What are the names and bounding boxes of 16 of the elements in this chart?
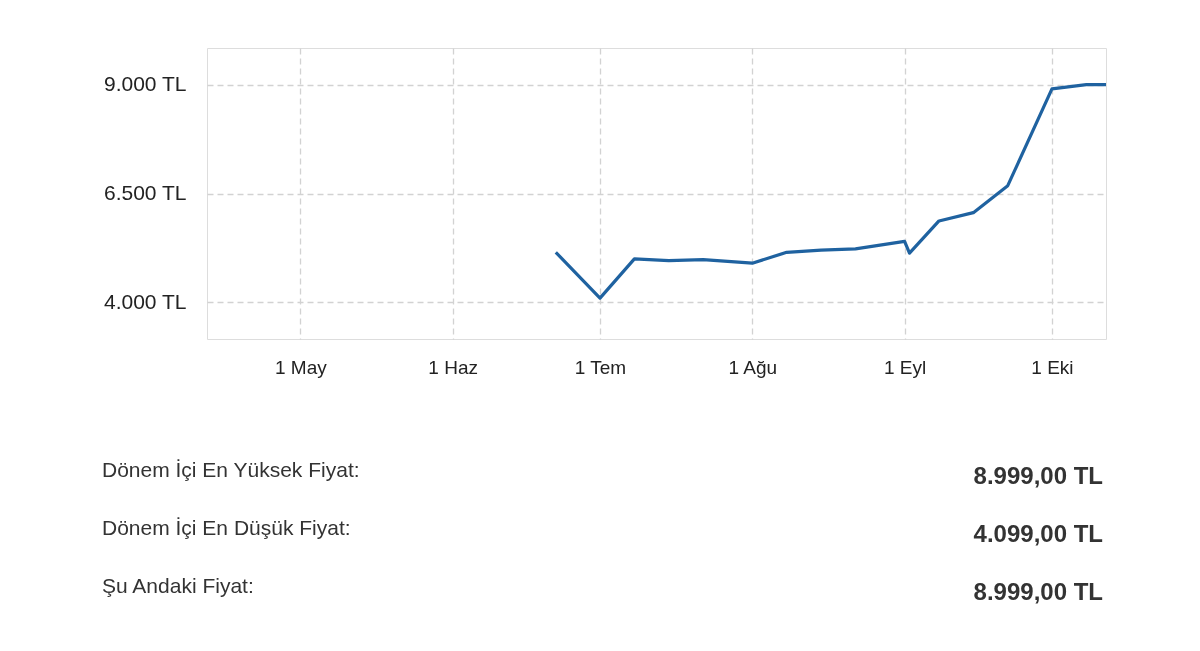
x-tick-label: 1 Haz xyxy=(428,356,478,378)
x-tick-label: 1 May xyxy=(274,356,328,378)
line-series xyxy=(554,83,1108,300)
x-tick-label: 1 Tem xyxy=(574,356,627,378)
text: Şu Andaki Fiyat: xyxy=(102,574,254,597)
text: Dönem İçi En Düşük Fiyat: xyxy=(102,516,351,539)
x-tick-label: 1 Eyl xyxy=(883,356,927,378)
text: 8.999,00 TL xyxy=(973,578,1103,605)
y-tick-label: 6.500 TL xyxy=(103,181,187,204)
x-tick-label: 1 Eki xyxy=(1031,356,1074,378)
text: 4.099,00 TL xyxy=(973,520,1103,547)
text: 8.999,00 TL xyxy=(973,462,1103,489)
y-tick-label: 9.000 TL xyxy=(103,72,187,96)
text: Dönem İçi En Yüksek Fiyat: xyxy=(102,458,360,481)
y-tick-label: 4.000 TL xyxy=(103,289,187,313)
x-tick-label: 1 Ağu xyxy=(728,356,778,378)
